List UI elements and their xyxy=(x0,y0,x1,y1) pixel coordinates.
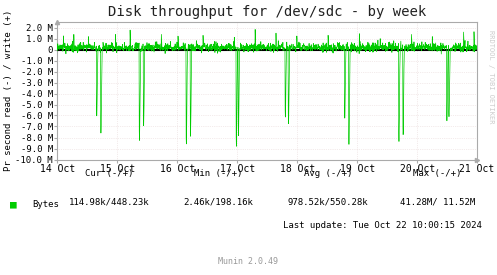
Text: 114.98k/448.23k: 114.98k/448.23k xyxy=(69,198,150,207)
Title: Disk throughput for /dev/sdc - by week: Disk throughput for /dev/sdc - by week xyxy=(108,6,426,20)
Y-axis label: Pr second read (-) / write (+): Pr second read (-) / write (+) xyxy=(3,10,12,171)
Text: Last update: Tue Oct 22 10:00:15 2024: Last update: Tue Oct 22 10:00:15 2024 xyxy=(283,221,482,230)
Text: 2.46k/198.16k: 2.46k/198.16k xyxy=(184,198,253,207)
Text: Max (-/+): Max (-/+) xyxy=(413,169,462,178)
Text: Munin 2.0.49: Munin 2.0.49 xyxy=(219,257,278,266)
Text: 41.28M/ 11.52M: 41.28M/ 11.52M xyxy=(400,198,475,207)
Text: Cur (-/+): Cur (-/+) xyxy=(85,169,134,178)
Text: RRDTOOL / TOBI OETIKER: RRDTOOL / TOBI OETIKER xyxy=(488,30,494,124)
Text: Min (-/+): Min (-/+) xyxy=(194,169,243,178)
Text: 978.52k/550.28k: 978.52k/550.28k xyxy=(288,198,368,207)
Text: ■: ■ xyxy=(10,200,17,210)
Text: Avg (-/+): Avg (-/+) xyxy=(304,169,352,178)
Text: Bytes: Bytes xyxy=(32,200,59,209)
